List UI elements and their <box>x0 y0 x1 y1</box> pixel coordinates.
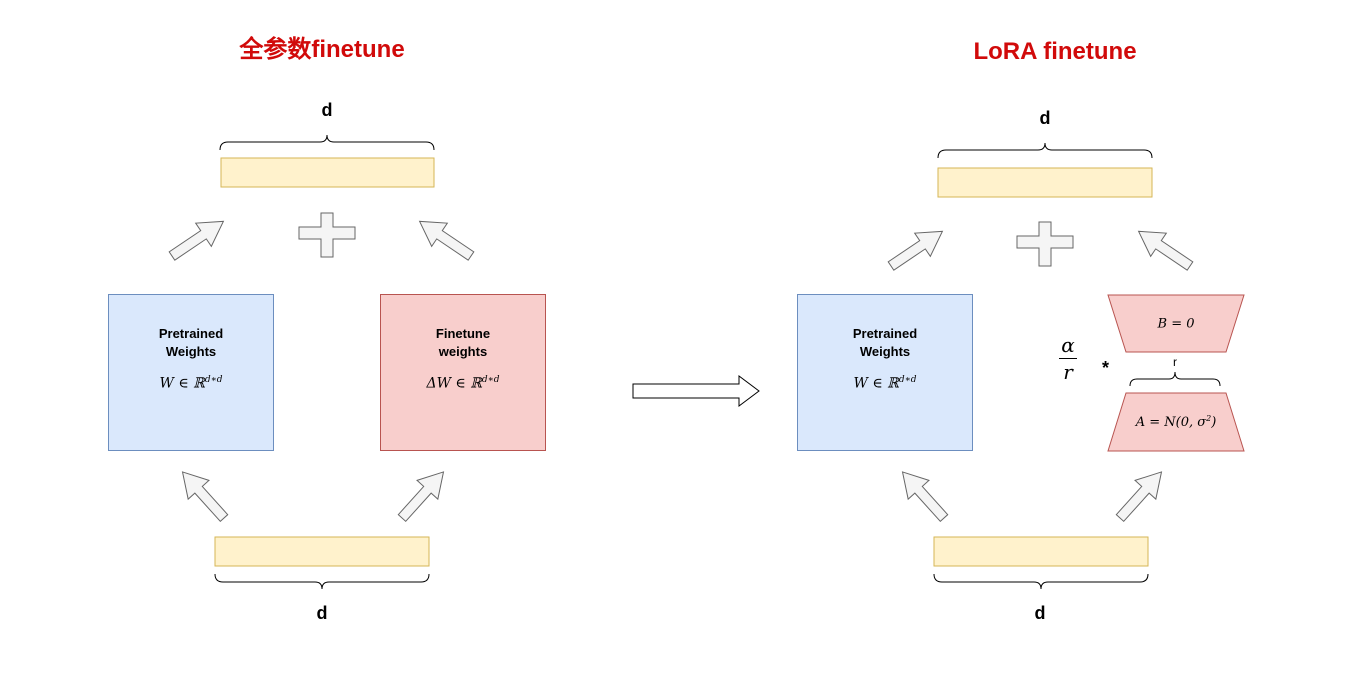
left-panel-title: 全参数finetune <box>239 36 405 63</box>
pretrained-weights-formula: W ∈ ℝd∗d <box>854 375 917 392</box>
matrix-b-trapezoid <box>1107 294 1245 353</box>
left-plus-icon <box>298 212 356 258</box>
multiply-symbol: * <box>1102 358 1110 378</box>
left-input-to-pretrained-arrow <box>171 462 235 528</box>
right-pretrained-to-output-arrow <box>882 219 951 279</box>
right-panel-title: LoRA finetune <box>973 38 1137 65</box>
right-input-dim-label: d <box>1034 603 1046 623</box>
right-plus-icon <box>1016 221 1074 267</box>
left-input-dim-label: d <box>316 603 328 623</box>
matrix-a-base: A = N(0, σ <box>1135 415 1207 431</box>
formula-base: W ∈ ℝ <box>159 375 205 392</box>
right-input-to-pretrained-arrow <box>891 462 955 528</box>
formula-base: ΔW ∈ ℝ <box>426 375 482 392</box>
finetune-weights-box: Finetune weights ΔW ∈ ℝd∗d <box>380 294 546 451</box>
fraction-bar <box>1059 358 1077 359</box>
pretrained-weights-formula: W ∈ ℝd∗d <box>160 375 223 392</box>
right-input-to-lora-arrow <box>1109 462 1173 528</box>
right-lora-to-output-arrow <box>1130 219 1199 279</box>
right-input-vector <box>933 536 1149 567</box>
left-output-dim-label: d <box>321 100 333 120</box>
left-finetune-to-output-arrow <box>411 209 480 269</box>
left-output-brace <box>219 134 435 151</box>
finetune-weights-label: Finetune weights <box>435 326 491 359</box>
left-input-brace <box>214 573 430 590</box>
formula-base: W ∈ ℝ <box>853 375 899 392</box>
matrix-a-superscript: 2 <box>1206 413 1212 423</box>
rank-label: r <box>1173 355 1177 369</box>
left-output-vector <box>220 157 435 188</box>
pretrained-weights-label: Pretrained Weights <box>158 326 224 359</box>
finetune-weights-formula: ΔW ∈ ℝd∗d <box>426 375 499 392</box>
matrix-b-label: B = 0 <box>1157 316 1195 332</box>
right-output-dim-label: d <box>1039 108 1051 128</box>
left-pretrained-weights-box: Pretrained Weights W ∈ ℝd∗d <box>108 294 274 451</box>
right-pretrained-weights-box: Pretrained Weights W ∈ ℝd∗d <box>797 294 973 451</box>
left-input-to-finetune-arrow <box>391 462 455 528</box>
right-output-brace <box>937 142 1153 159</box>
scale-denominator: r <box>1063 360 1073 384</box>
left-input-vector <box>214 536 430 567</box>
right-input-brace <box>933 573 1149 590</box>
right-output-vector <box>937 167 1153 198</box>
scale-fraction: α r <box>1059 334 1077 383</box>
matrix-a-label: A = N(0, σ2) <box>1136 414 1217 430</box>
formula-superscript: d∗d <box>898 375 917 385</box>
matrix-a-trapezoid <box>1107 392 1245 452</box>
formula-superscript: d∗d <box>204 375 223 385</box>
pretrained-weights-label: Pretrained Weights <box>852 326 918 359</box>
formula-superscript: d∗d <box>481 375 500 385</box>
scale-numerator: α <box>1061 333 1075 357</box>
matrix-a-end: ) <box>1211 415 1217 431</box>
left-pretrained-to-output-arrow <box>163 209 232 269</box>
transition-arrow-icon <box>632 375 760 407</box>
rank-brace <box>1129 371 1221 387</box>
